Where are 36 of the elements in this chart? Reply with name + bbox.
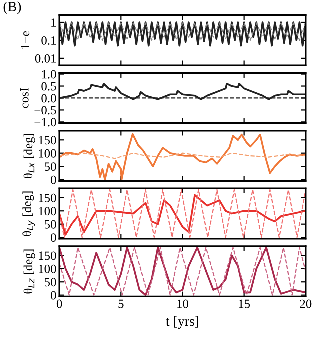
- line-series: [60, 22, 306, 47]
- y-tick-label: 50: [45, 162, 56, 172]
- y-tick-label: 1: [52, 18, 56, 27]
- y-tick-label: −0.5: [34, 106, 56, 115]
- y-tick-label: 0: [51, 176, 56, 184]
- y-tick-label: 0: [51, 234, 56, 242]
- x-axis-title: t [yrs]: [166, 316, 198, 329]
- y-tick-label: 0.01: [35, 54, 56, 63]
- x-tick-label: 5: [118, 300, 124, 308]
- y-axis-title: θ$_{Lx}$ [deg]: [24, 134, 36, 178]
- y-tick-label: 150: [39, 194, 56, 202]
- x-tick-label: 10: [178, 300, 189, 308]
- y-tick-label: 0.5: [42, 82, 56, 91]
- y-axis-title: 1−e: [21, 31, 30, 49]
- y-axis-title: cosI: [20, 88, 29, 108]
- line-series: [60, 133, 306, 181]
- y-tick-label: 150: [39, 136, 56, 145]
- text: (B): [4, 2, 22, 14]
- y-tick-label: −1.0: [34, 118, 56, 127]
- y-tick-label: 0: [51, 291, 56, 300]
- y-tick-label: 100: [39, 264, 56, 274]
- x-tick-label: 20: [300, 300, 312, 308]
- x-tick-label: 0: [56, 300, 62, 308]
- y-tick-label: 100: [39, 207, 56, 216]
- y-tick-label: 1.0: [42, 70, 56, 79]
- line-series: [60, 22, 306, 42]
- y-tick-label: 0.1: [42, 36, 56, 45]
- y-tick-label: 50: [45, 220, 56, 229]
- y-tick-label: 0.0: [42, 94, 56, 103]
- x-tick-label: 15: [239, 300, 250, 308]
- y-tick-label: 100: [39, 149, 56, 158]
- y-axis-title: θ$_{Lz}$ [deg]: [24, 250, 36, 294]
- line-series: [60, 246, 306, 296]
- y-tick-label: 150: [39, 252, 56, 260]
- y-axis-title: θ$_{Ly}$ [deg]: [22, 192, 36, 236]
- y-tick-label: 50: [45, 278, 56, 287]
